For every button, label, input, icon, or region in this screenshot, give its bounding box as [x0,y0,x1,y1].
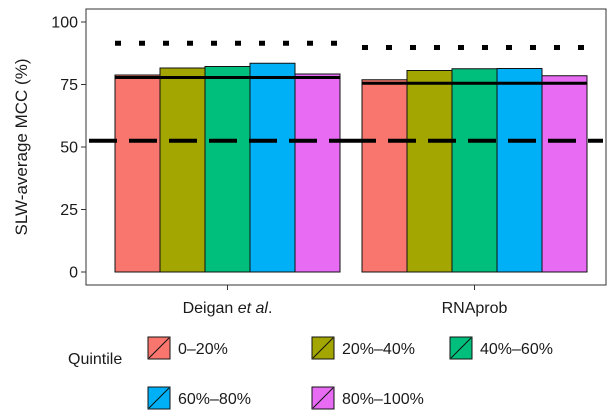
legend-swatch-slash [148,337,170,359]
bar [114,74,161,273]
legend-swatch-slash [312,337,334,359]
legend-swatch-slash [312,387,334,409]
legend: Quintile 0–20% 20%–40% 40%–60% 60%–80% 80%–10… [68,336,553,410]
legend-item: 60%–80% [147,386,251,410]
legend-item: 0–20% [147,336,228,360]
y-tick-label: 100 [51,15,78,32]
bar [294,73,341,273]
bar [204,66,251,273]
bar [159,67,206,273]
bar [541,75,588,273]
y-axis: 0 25 50 75 100 [51,15,86,282]
y-tick-label: 25 [60,202,78,219]
bar [451,68,498,273]
legend-label: 60%–80% [178,391,251,408]
legend-item: 80%–100% [311,386,424,410]
bar [406,70,453,273]
legend-label: 80%–100% [342,391,424,408]
y-axis-title: SLW-average MCC (%) [12,59,31,236]
x-tick-label: Deigan et al. [183,300,273,317]
legend-title: Quintile [68,351,122,368]
y-tick-label: 75 [60,77,78,94]
x-tick-label: RNAprob [442,300,508,317]
legend-label: 0–20% [178,341,228,358]
y-tick-label: 0 [69,265,78,282]
legend-item: 20%–40% [311,336,415,360]
bar [249,62,296,273]
plot-area [89,40,603,273]
legend-label: 40%–60% [480,341,553,358]
bar [361,79,408,273]
legend-swatch-slash [148,387,170,409]
bar [496,68,543,273]
legend-label: 20%–40% [342,341,415,358]
x-axis: Deigan et al. RNAprob [183,285,508,317]
legend-swatch-slash [450,337,472,359]
legend-item: 40%–60% [449,336,553,360]
y-tick-label: 50 [60,140,78,157]
